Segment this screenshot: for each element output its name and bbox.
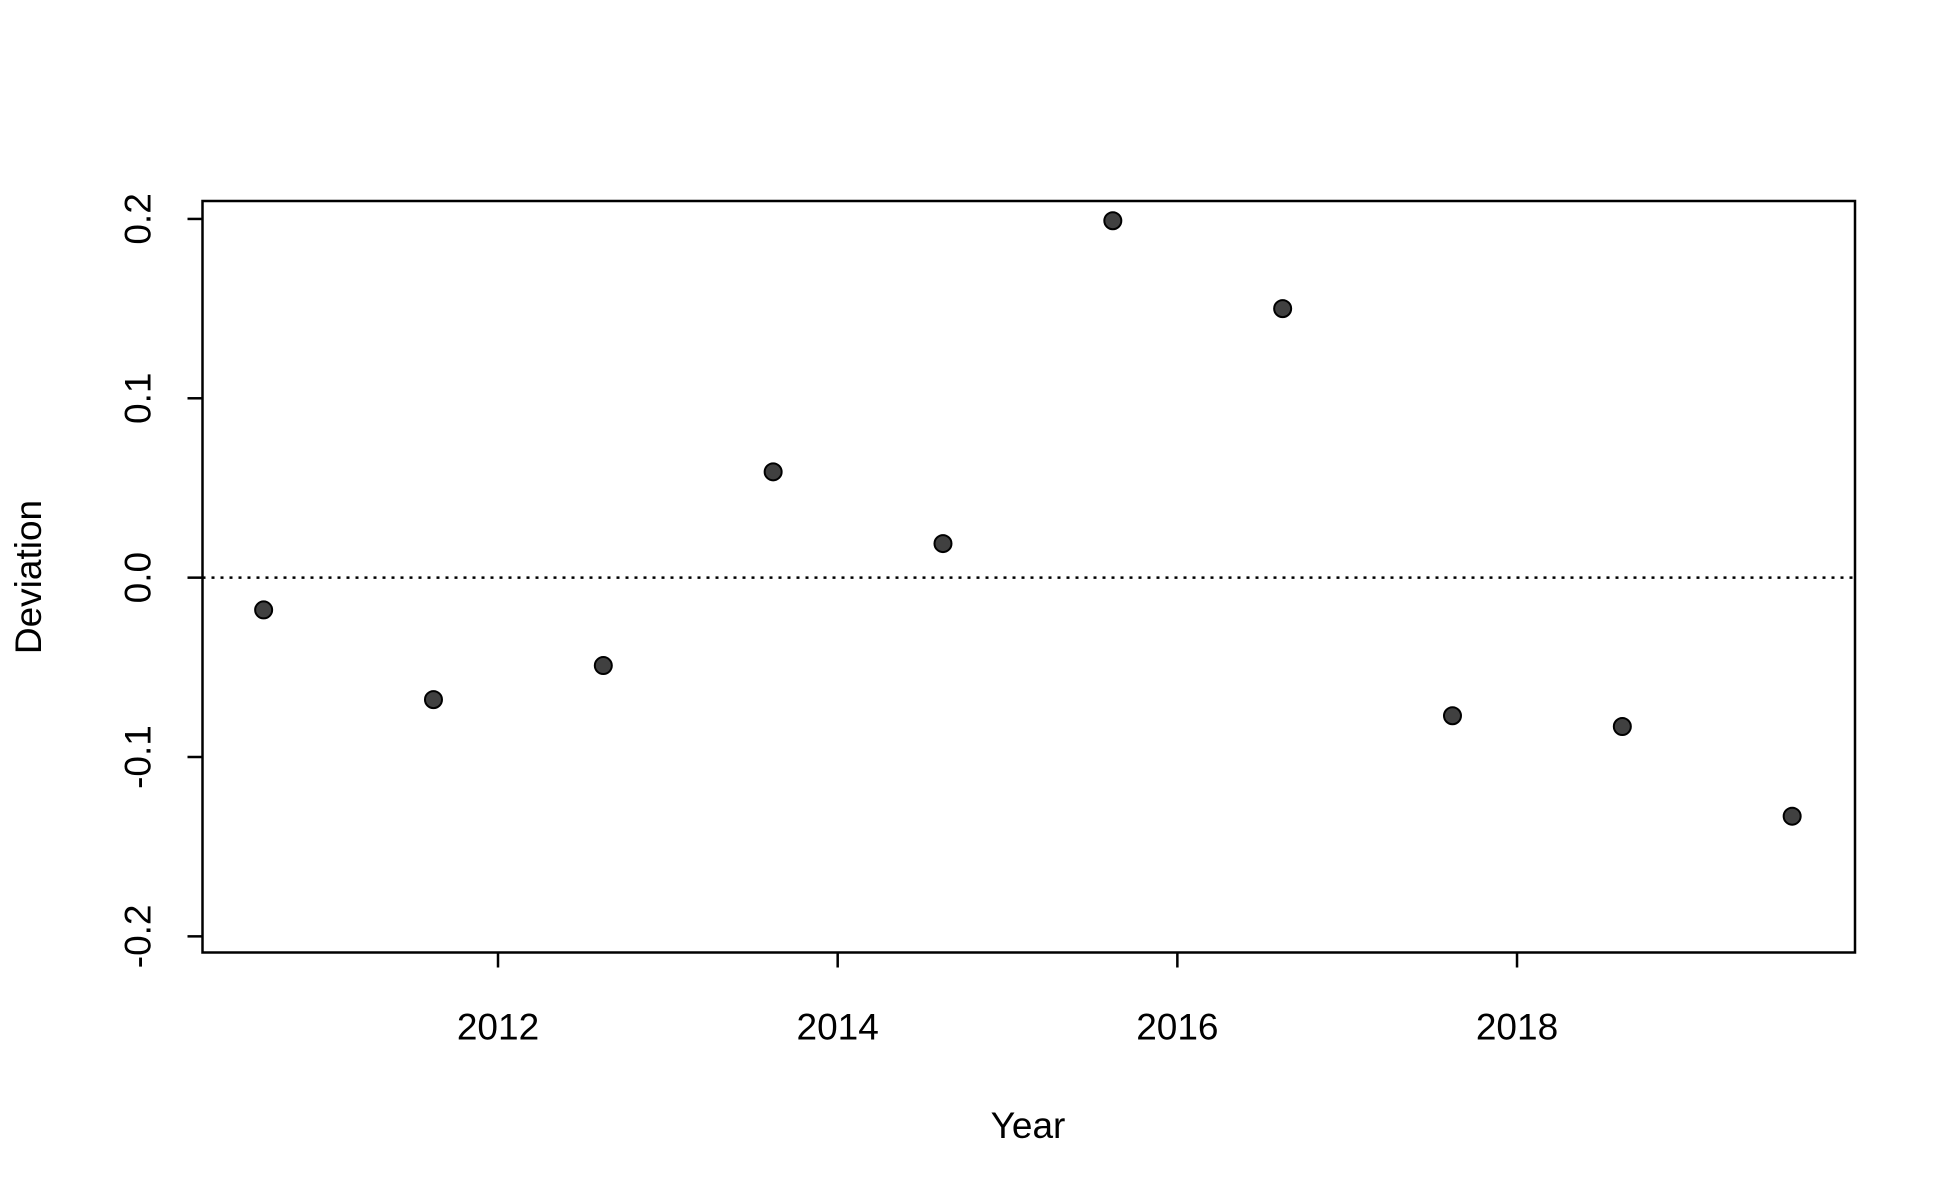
point [1442,706,1462,726]
point [423,690,443,710]
point [1612,717,1632,737]
y-tick-label: 0.0 [117,552,158,603]
x-tick-label: 2014 [797,1006,879,1047]
point [933,534,953,554]
point [254,600,274,620]
y-tick-label: -0.2 [117,904,158,968]
point [1273,299,1293,319]
x-tick-label: 2016 [1136,1006,1218,1047]
point [1782,806,1802,826]
y-tick-label: 0.2 [117,193,158,244]
x-tick-label: 2018 [1476,1006,1558,1047]
x-tick-label: 2012 [457,1006,539,1047]
point [1103,211,1123,231]
y-tick-label: 0.1 [117,373,158,424]
point [593,656,613,676]
x-axis-title: Year [991,1105,1066,1146]
y-tick-label: -0.1 [117,725,158,789]
y-axis-title: Deviation [8,500,49,654]
point [763,462,783,482]
